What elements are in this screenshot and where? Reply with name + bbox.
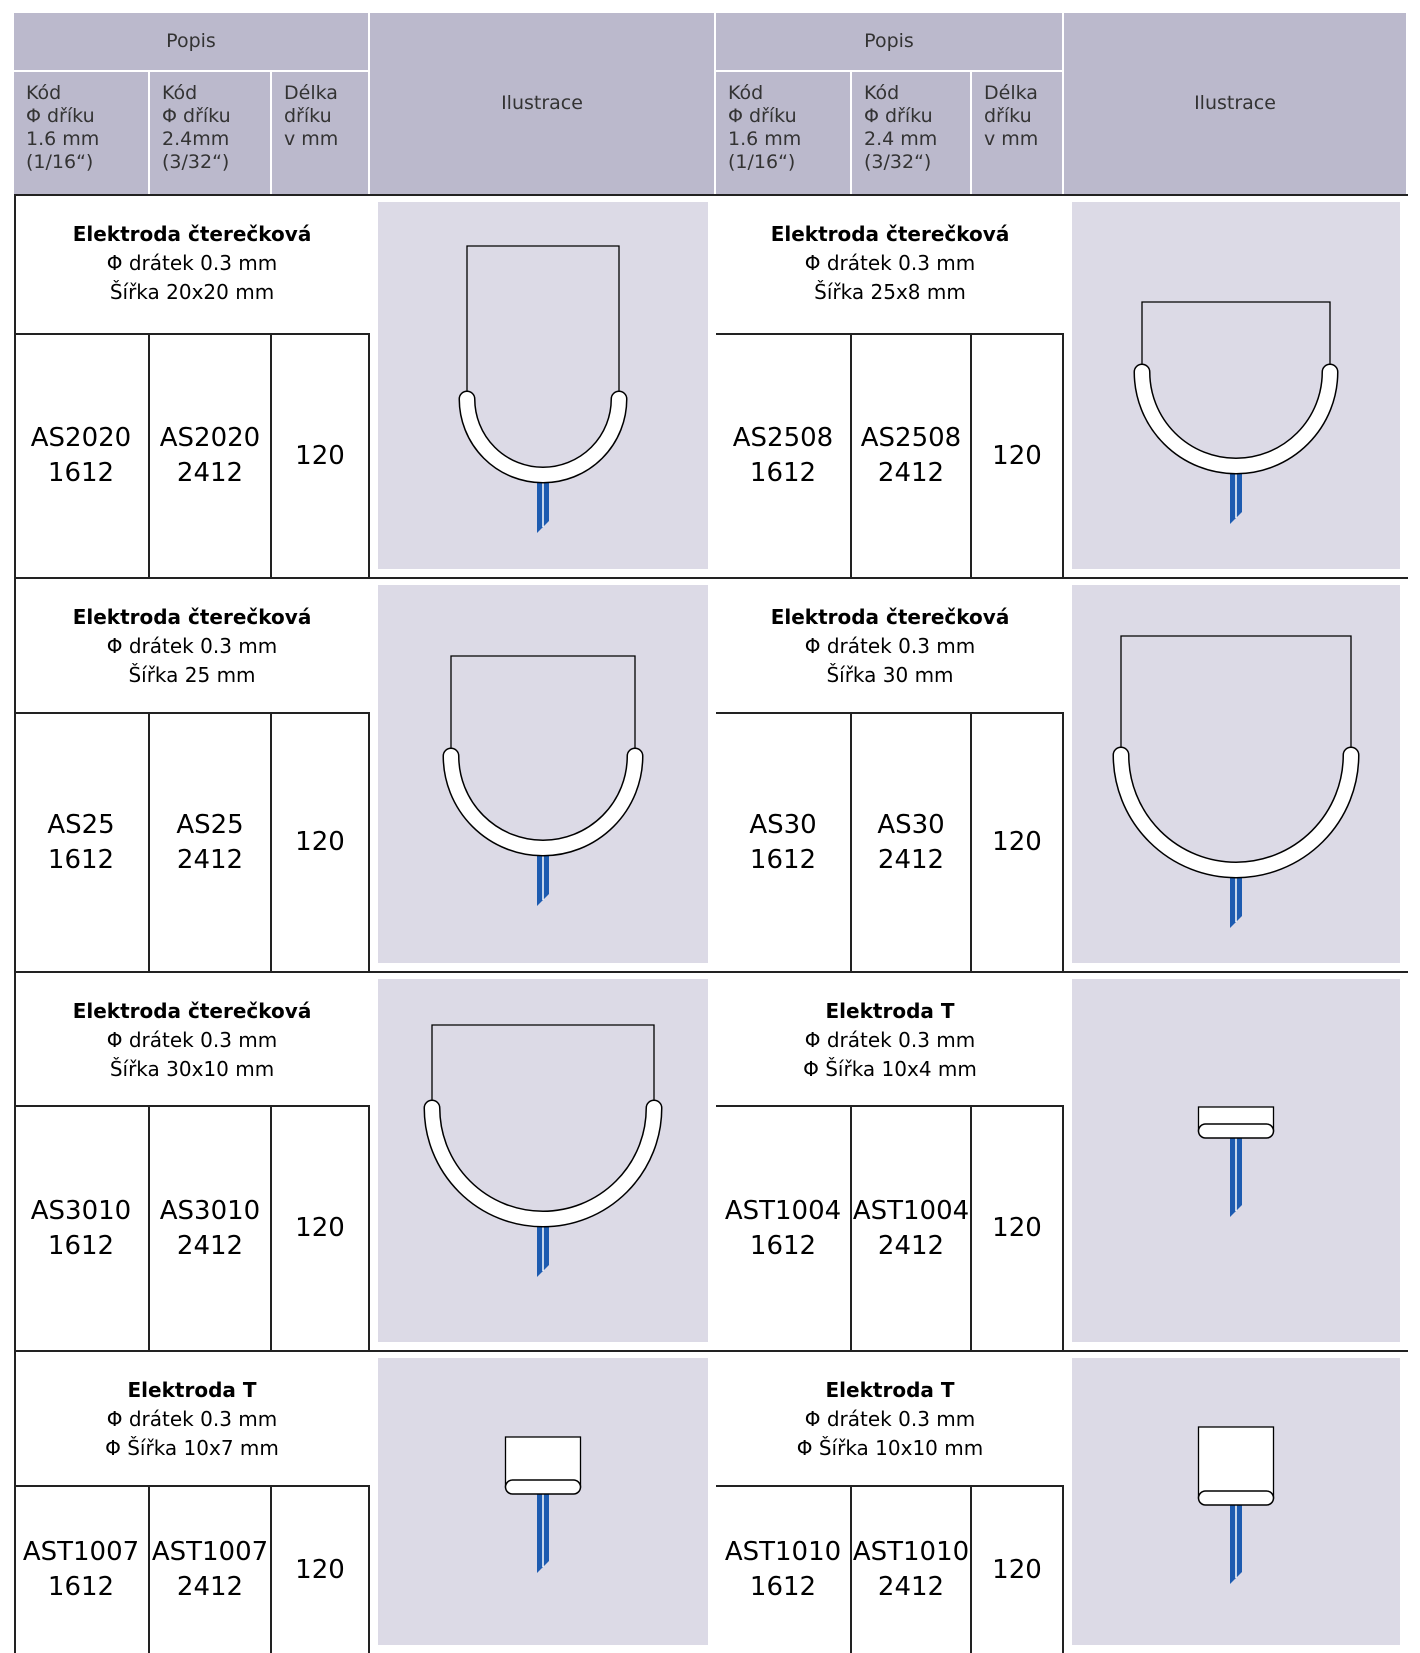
illustration-part	[1141, 301, 1331, 372]
illustration-part	[1197, 1426, 1275, 1499]
item-title: Elektroda T	[127, 1378, 257, 1402]
item-length: 120	[272, 335, 370, 577]
item-width: Šířka 20x20 mm	[109, 280, 275, 304]
item-code16: AS3010 1612	[14, 1107, 150, 1350]
item-width: Φ Šířka 10x10 mm	[796, 1436, 984, 1460]
item-code24: AS2020 2412	[150, 335, 272, 577]
item-code16: AST1007 1612	[14, 1487, 150, 1653]
item-description: Elektroda čterečková Φ drátek 0.3 mm Šířka…	[14, 577, 370, 714]
illustration-part	[444, 749, 642, 855]
item-width: Φ Šířka 10x4 mm	[803, 1057, 977, 1081]
table-rule	[14, 971, 1408, 973]
illustration-part	[466, 245, 620, 399]
illustration-part	[1135, 365, 1337, 473]
table-rule	[14, 194, 16, 1653]
item-width: Šířka 30x10 mm	[109, 1057, 275, 1081]
item-title: Elektroda čterečková	[72, 222, 312, 246]
item-length: 120	[272, 1107, 370, 1350]
item-code24: AS3010 2412	[150, 1107, 272, 1350]
illustration-part	[378, 585, 708, 963]
header-illustration: Ilustrace	[1064, 13, 1406, 194]
item-code16: AS30 1612	[716, 714, 852, 971]
item-width: Φ Šířka 10x7 mm	[105, 1436, 279, 1460]
item-length: 120	[972, 335, 1064, 577]
illustration	[1072, 979, 1400, 1342]
header-column: Délka dříku v mm	[272, 72, 368, 194]
item-title: Elektroda T	[825, 999, 955, 1023]
item-length: 120	[972, 1107, 1064, 1350]
item-code24: AS2508 2412	[852, 335, 972, 577]
item-code24: AST1007 2412	[150, 1487, 272, 1653]
item-code24: AST1010 2412	[852, 1487, 972, 1653]
item-wire: Φ drátek 0.3 mm	[804, 634, 976, 658]
item-length: 120	[972, 1487, 1064, 1653]
item-description: Elektroda čterečková Φ drátek 0.3 mm Šířka…	[716, 577, 1064, 714]
item-code16: AST1004 1612	[716, 1107, 852, 1350]
illustration-part	[425, 1101, 661, 1226]
header-column: Kód Φ dříku 1.6 mm (1/16“)	[14, 72, 148, 194]
illustration-part	[504, 1479, 582, 1495]
item-title: Elektroda čterečková	[770, 605, 1010, 629]
item-code16: AS2020 1612	[14, 335, 150, 577]
item-description: Elektroda čterečková Φ drátek 0.3 mm Šířka…	[14, 971, 370, 1107]
illustration	[378, 979, 708, 1342]
item-description: Elektroda čterečková Φ drátek 0.3 mm Šířka…	[716, 194, 1064, 335]
illustration	[1072, 1358, 1400, 1645]
item-wire: Φ drátek 0.3 mm	[106, 1407, 278, 1431]
item-wire: Φ drátek 0.3 mm	[804, 1407, 976, 1431]
item-wire: Φ drátek 0.3 mm	[804, 251, 976, 275]
item-wire: Φ drátek 0.3 mm	[106, 1028, 278, 1052]
illustration-part	[378, 979, 708, 1342]
item-code24: AS25 2412	[150, 714, 272, 971]
item-description: Elektroda čterečková Φ drátek 0.3 mm Šířka…	[14, 194, 370, 335]
item-code16: AS2508 1612	[716, 335, 852, 577]
illustration-part	[431, 1024, 655, 1108]
table-rule	[14, 577, 1408, 579]
item-title: Elektroda T	[825, 1378, 955, 1402]
illustration-part	[450, 655, 636, 756]
header-popis: Popis	[716, 13, 1062, 70]
header-column: Kód Φ dříku 2.4 mm (3/32“)	[852, 72, 970, 194]
illustration-part	[1197, 1123, 1275, 1139]
header-illustration: Ilustrace	[370, 13, 714, 194]
item-length: 120	[972, 714, 1064, 971]
illustration-part	[1120, 635, 1352, 755]
item-width: Šířka 25 mm	[128, 663, 256, 687]
item-description: Elektroda T Φ drátek 0.3 mm Φ Šířka 10x10 …	[716, 1350, 1064, 1487]
item-title: Elektroda čterečková	[72, 605, 312, 629]
item-wire: Φ drátek 0.3 mm	[804, 1028, 976, 1052]
illustration-part	[1114, 748, 1358, 877]
illustration	[378, 1358, 708, 1645]
item-title: Elektroda čterečková	[72, 999, 312, 1023]
table-rule	[14, 1350, 1408, 1352]
item-width: Šířka 25x8 mm	[814, 280, 966, 304]
item-title: Elektroda čterečková	[770, 222, 1010, 246]
illustration	[378, 202, 708, 569]
item-description: Elektroda T Φ drátek 0.3 mm Φ Šířka 10x7 m…	[14, 1350, 370, 1487]
item-code16: AST1010 1612	[716, 1487, 852, 1653]
header-column: Kód Φ dříku 1.6 mm (1/16“)	[716, 72, 850, 194]
illustration	[1072, 202, 1400, 569]
illustration-part	[460, 392, 626, 482]
illustration-part	[1197, 1490, 1275, 1506]
item-wire: Φ drátek 0.3 mm	[106, 634, 278, 658]
table-rule	[14, 194, 1408, 196]
item-length: 120	[272, 1487, 370, 1653]
header-column: Kód Φ dříku 2.4mm (3/32“)	[150, 72, 270, 194]
illustration	[378, 585, 708, 963]
item-width: Šířka 30 mm	[826, 663, 954, 687]
header-column: Délka dříku v mm	[972, 72, 1062, 194]
item-wire: Φ drátek 0.3 mm	[106, 251, 278, 275]
item-code16: AS25 1612	[14, 714, 150, 971]
item-code24: AS30 2412	[852, 714, 972, 971]
header-popis: Popis	[14, 13, 368, 70]
illustration	[1072, 585, 1400, 963]
item-length: 120	[272, 714, 370, 971]
item-description: Elektroda T Φ drátek 0.3 mm Φ Šířka 10x4 m…	[716, 971, 1064, 1107]
item-code24: AST1004 2412	[852, 1107, 972, 1350]
